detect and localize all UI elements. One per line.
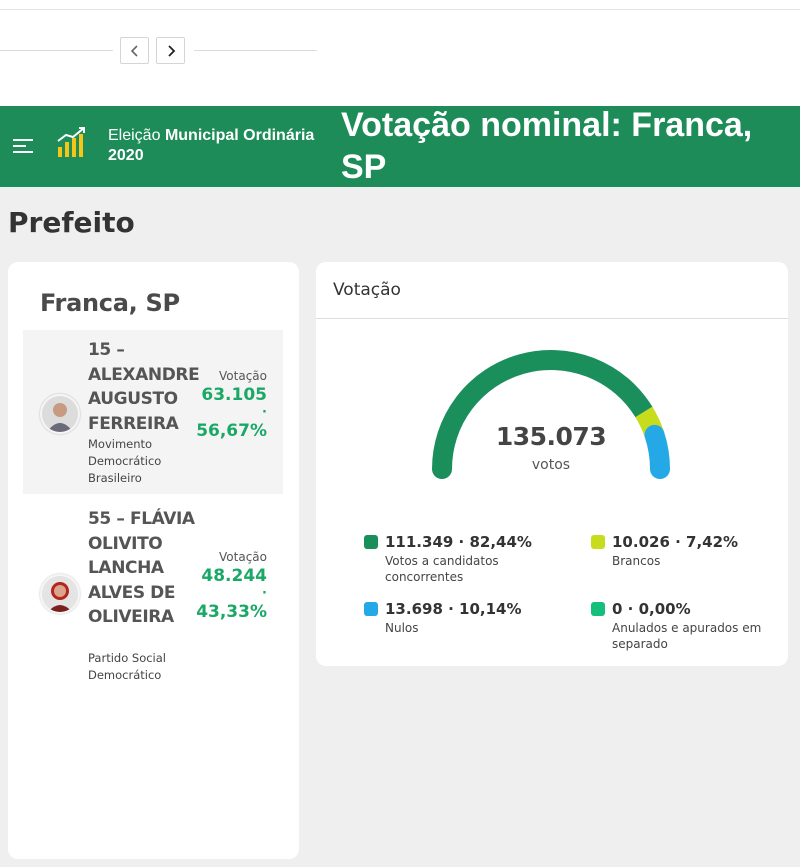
candidate-row[interactable]: 15 – ALEXANDRE AUGUSTO FERREIRA Moviment… xyxy=(23,330,283,494)
previous-button[interactable] xyxy=(120,37,149,64)
card-divider xyxy=(316,318,788,319)
election-title: Eleição Municipal Ordinária 2020 xyxy=(108,126,330,166)
election-prefix: Eleição xyxy=(108,127,161,144)
gauge-segment-0 xyxy=(432,350,654,479)
candidate-name: 15 – ALEXANDRE AUGUSTO FERREIRA xyxy=(88,340,200,434)
candidate-party: Movimento Democrático Brasileiro xyxy=(88,437,162,485)
chevron-right-icon xyxy=(167,44,175,57)
legend-label: Nulos xyxy=(385,621,419,635)
legend-swatch xyxy=(364,602,378,616)
legend-label: Anulados e apurados em separado xyxy=(612,621,762,651)
header-bar xyxy=(0,106,800,187)
gauge-segment-2 xyxy=(644,424,670,479)
gauge-unit: votos xyxy=(531,457,571,473)
candidate-name: 55 – FLÁVIA OLIVITO LANCHA ALVES DE OLIV… xyxy=(88,509,195,627)
vote-separator: · xyxy=(262,586,267,601)
vote-block: Votação 63.105 · 56,67% xyxy=(177,368,267,442)
chart-logo-icon xyxy=(57,127,85,157)
legend-value: 13.698 · 10,14% xyxy=(385,600,522,618)
election-type: Municipal Ordinária xyxy=(164,127,315,144)
candidate-row[interactable]: 55 – FLÁVIA OLIVITO LANCHA ALVES DE OLIV… xyxy=(23,500,283,690)
avatar xyxy=(40,574,80,614)
votacao-card xyxy=(316,262,788,666)
legend-value: 111.349 · 82,44% xyxy=(385,533,532,551)
legend-label: Brancos xyxy=(612,554,661,568)
legend-swatch xyxy=(364,535,378,549)
vote-label: Votação xyxy=(219,369,267,383)
chevron-left-icon xyxy=(130,44,138,57)
legend-swatch xyxy=(591,602,605,616)
vote-count: 63.105 xyxy=(201,385,267,405)
vote-label: Votação xyxy=(219,550,267,564)
menu-icon[interactable] xyxy=(13,137,37,155)
candidate-party: Partido Social Democrático xyxy=(88,651,166,682)
city-title: Franca, SP xyxy=(40,289,180,317)
legend-label: Votos a candidatos concorrentes xyxy=(385,554,499,584)
vote-percent: 43,33% xyxy=(196,602,267,622)
pager-line-right xyxy=(194,50,317,51)
vote-block: Votação 48.244 · 43,33% xyxy=(177,549,267,623)
vote-count: 48.244 xyxy=(201,566,267,586)
vote-percent: 56,67% xyxy=(196,421,267,441)
top-divider xyxy=(0,9,800,10)
votes-gauge xyxy=(432,350,670,479)
legend-swatch xyxy=(591,535,605,549)
avatar xyxy=(40,394,80,434)
pager-line-left xyxy=(0,50,113,51)
election-year: 2020 xyxy=(108,147,144,164)
legend-value: 0 · 0,00% xyxy=(612,600,691,618)
page-title: Votação nominal: Franca, SP xyxy=(341,106,753,186)
next-button[interactable] xyxy=(156,37,185,64)
votacao-title: Votação xyxy=(333,280,401,300)
legend-value: 10.026 · 7,42% xyxy=(612,533,739,551)
section-title: Prefeito xyxy=(8,206,135,239)
gauge-total: 135.073 xyxy=(495,422,607,451)
vote-separator: · xyxy=(262,405,267,420)
